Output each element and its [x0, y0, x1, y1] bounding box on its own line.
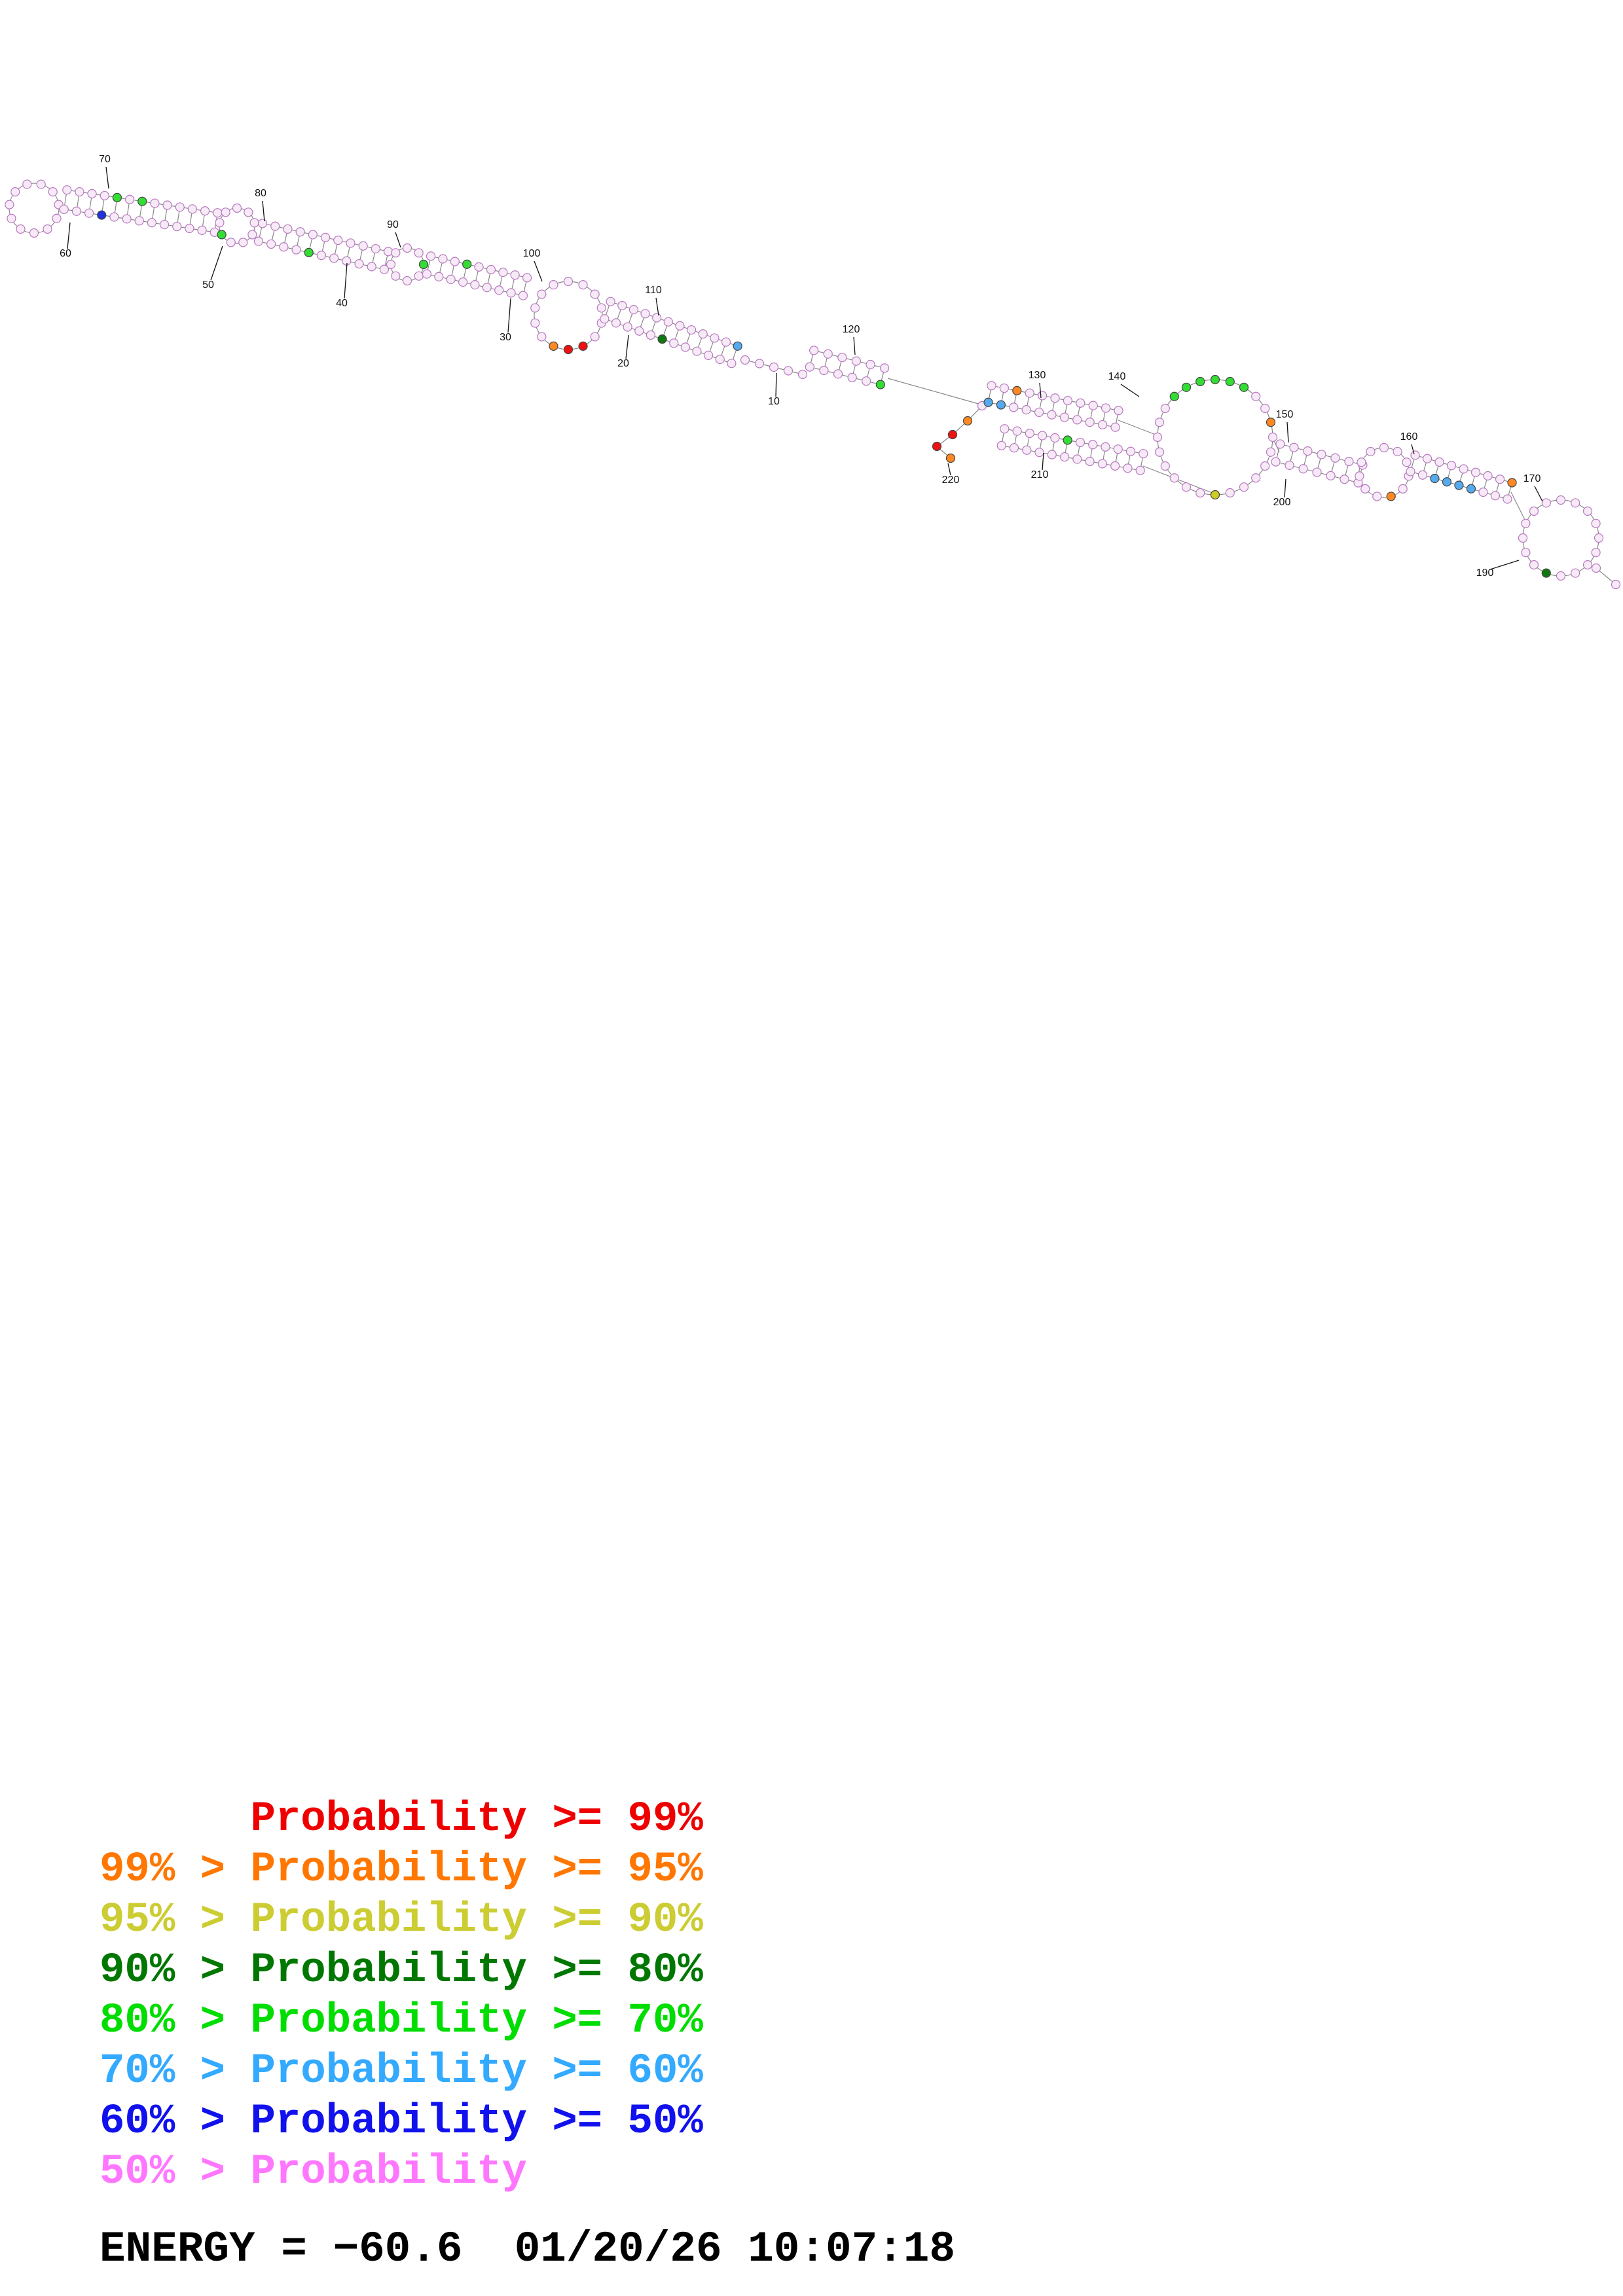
svg-text:10: 10 [768, 396, 780, 407]
legend-line-4: 90% > Probability >= 80% [100, 1947, 703, 1994]
svg-text:200: 200 [1273, 497, 1291, 508]
svg-text:210: 210 [1031, 469, 1049, 480]
svg-text:160: 160 [1400, 431, 1418, 442]
legend-line-5: 80% > Probability >= 70% [100, 1998, 703, 2045]
svg-text:120: 120 [843, 324, 860, 335]
svg-text:220: 220 [942, 475, 960, 486]
probability-legend: Probability >= 99% 99% > Probability >= 9… [100, 1795, 703, 2198]
svg-text:170: 170 [1523, 473, 1541, 484]
svg-text:190: 190 [1476, 567, 1494, 579]
svg-text:130: 130 [1029, 370, 1046, 381]
legend-line-1: Probability >= 99% [100, 1796, 703, 1843]
legend-line-8: 50% > Probability [100, 2149, 527, 2196]
legend-line-6: 70% > Probability >= 60% [100, 2048, 703, 2095]
svg-text:150: 150 [1276, 409, 1294, 420]
svg-text:100: 100 [523, 248, 541, 259]
svg-text:110: 110 [645, 285, 662, 296]
svg-text:20: 20 [617, 358, 629, 369]
energy-status-line: ENERGY = −60.6 01/20/26 10:07:18 [100, 2225, 956, 2274]
svg-text:40: 40 [336, 298, 348, 309]
legend-line-3: 95% > Probability >= 90% [100, 1897, 703, 1944]
legend-line-7: 60% > Probability >= 50% [100, 2098, 703, 2145]
svg-text:50: 50 [202, 279, 214, 291]
rna-structure-diagram: 70 60 80 50 90 40 100 30 110 20 10 120 220 130 210 140 1… [5, 154, 1621, 590]
svg-text:60: 60 [60, 248, 71, 259]
svg-text:30: 30 [500, 332, 511, 343]
svg-text:70: 70 [99, 154, 111, 165]
svg-text:140: 140 [1108, 371, 1126, 382]
svg-text:90: 90 [387, 219, 399, 230]
svg-text:80: 80 [255, 188, 266, 199]
legend-line-2: 99% > Probability >= 95% [100, 1846, 703, 1893]
